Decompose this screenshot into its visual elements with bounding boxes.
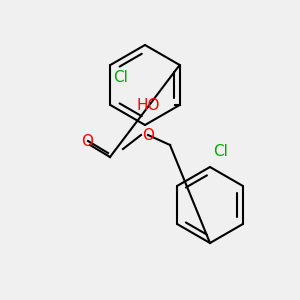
Text: O: O: [142, 128, 154, 142]
Text: Cl: Cl: [113, 70, 128, 85]
Text: Cl: Cl: [213, 144, 228, 159]
Text: HO: HO: [136, 98, 160, 112]
Text: O: O: [81, 134, 93, 149]
